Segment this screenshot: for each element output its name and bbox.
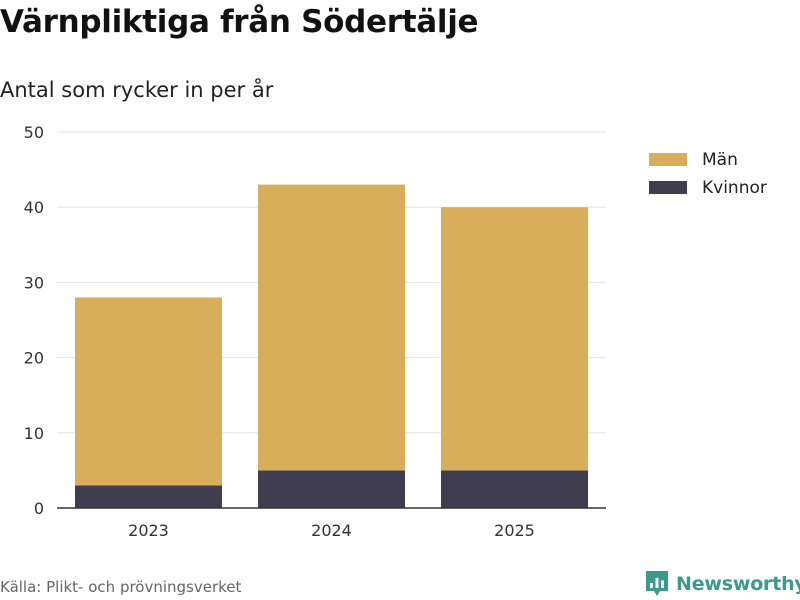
newsworthy-logo-icon xyxy=(646,571,668,596)
chart-title: Värnpliktiga från Södertälje xyxy=(0,4,479,40)
legend-swatch-män xyxy=(649,153,687,166)
stacked-bar-chart: 0 10 20 30 40 50 2023 2024 2025 Män Kvinnor xyxy=(24,123,767,540)
source-note: Källa: Plikt- och prövningsverket xyxy=(0,578,242,596)
chart-subtitle: Antal som rycker in per år xyxy=(0,78,274,102)
y-tick-label: 20 xyxy=(24,349,44,368)
bar-kvinnor-2025 xyxy=(441,470,588,508)
bar-kvinnor-2024 xyxy=(258,470,405,508)
brand-name: Newsworthy xyxy=(676,573,800,595)
legend-label-män: Män xyxy=(702,150,738,170)
y-tick-label: 10 xyxy=(24,424,44,443)
x-tick-label: 2023 xyxy=(128,521,169,540)
bar-män-2025 xyxy=(441,207,588,471)
legend-swatch-kvinnor xyxy=(649,181,687,194)
legend-label-kvinnor: Kvinnor xyxy=(702,178,767,198)
y-tick-label: 30 xyxy=(24,273,44,292)
x-tick-label: 2025 xyxy=(494,521,535,540)
bar-kvinnor-2023 xyxy=(75,485,222,508)
y-tick-label: 50 xyxy=(24,123,44,142)
bar-män-2023 xyxy=(75,297,222,486)
bar-män-2024 xyxy=(258,184,405,471)
y-tick-label: 40 xyxy=(24,198,44,217)
brand-logo: Newsworthy xyxy=(644,568,800,600)
y-tick-label: 0 xyxy=(34,499,44,518)
x-tick-label: 2024 xyxy=(311,521,352,540)
